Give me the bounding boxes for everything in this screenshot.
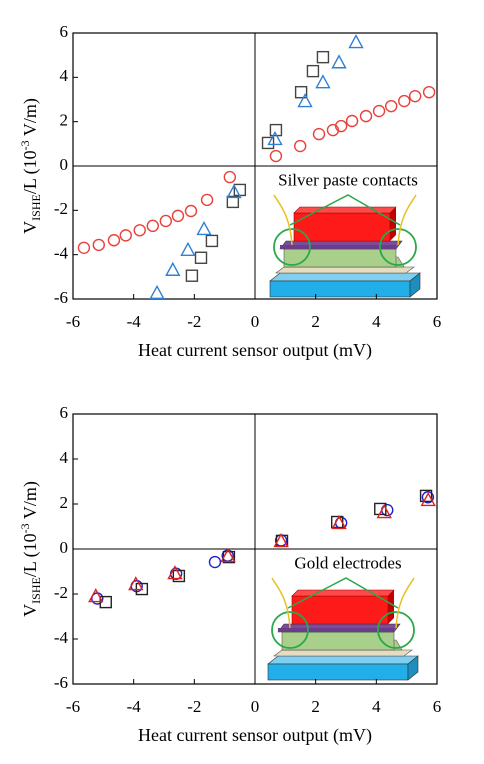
y-tick-label: -2 <box>54 199 68 218</box>
y-tick-label: 2 <box>60 493 69 512</box>
point <box>172 569 186 583</box>
point <box>194 251 208 264</box>
point <box>398 94 411 108</box>
point <box>306 64 320 78</box>
point <box>359 109 373 123</box>
point <box>146 219 159 233</box>
x-tick-label: 4 <box>372 697 381 716</box>
x-tick-label: 4 <box>372 312 381 331</box>
x-tick-label: -6 <box>66 697 80 716</box>
y-tick-label: 6 <box>60 403 69 422</box>
point <box>180 241 196 256</box>
point <box>334 119 348 133</box>
x-tick-label: 2 <box>311 697 320 716</box>
x-tick-label: -4 <box>127 312 142 331</box>
point <box>315 74 331 89</box>
x-tick-label: -6 <box>66 312 80 331</box>
x-tick-label: 6 <box>433 697 442 716</box>
y-tick-label: 6 <box>60 22 69 41</box>
point <box>167 565 183 580</box>
point <box>77 241 91 254</box>
point <box>422 85 436 99</box>
point <box>165 261 181 276</box>
y-axis-label-part: /L (10 <box>20 150 41 194</box>
point <box>88 588 104 603</box>
point <box>267 130 283 146</box>
point <box>294 85 308 99</box>
point <box>205 234 219 248</box>
point <box>226 183 242 199</box>
x-tick-label: 0 <box>251 697 260 716</box>
point <box>107 234 121 247</box>
y-axis-label-part: /L (10 <box>20 533 41 577</box>
point <box>297 93 313 108</box>
point <box>220 548 236 563</box>
point <box>92 238 105 252</box>
point <box>171 209 185 223</box>
point <box>293 139 307 153</box>
point <box>159 214 173 228</box>
point <box>348 34 364 49</box>
y-tick-label: 0 <box>60 155 69 174</box>
point <box>208 555 222 569</box>
y-axis-label-part: -3 <box>18 140 32 150</box>
y-axis-label-part: -3 <box>18 523 32 533</box>
point <box>196 220 212 236</box>
y-tick-label: 4 <box>60 448 69 467</box>
point <box>269 149 283 163</box>
y-axis-label: VISHE/L (10-3 V/m) <box>18 98 43 234</box>
annotation: Silver paste contacts <box>278 170 418 189</box>
y-axis-label-part: V <box>20 221 40 234</box>
y-axis-label-part: V/m) <box>20 98 41 140</box>
x-tick-label: 0 <box>251 312 260 331</box>
x-tick-label: -2 <box>187 697 201 716</box>
point <box>226 195 240 209</box>
sample-inset <box>269 194 421 298</box>
x-tick-label: -4 <box>127 697 142 716</box>
point <box>408 89 422 103</box>
y-tick-label: -2 <box>54 583 68 602</box>
y-tick-label: -4 <box>54 628 69 647</box>
point <box>331 54 347 69</box>
point <box>119 229 132 242</box>
point <box>223 170 237 184</box>
sample-inset <box>267 577 419 681</box>
point <box>149 284 165 299</box>
point <box>384 99 398 113</box>
y-tick-label: -4 <box>54 244 69 263</box>
x-axis-label: Heat current sensor output (mV) <box>138 725 372 746</box>
y-axis-label-part: ISHE <box>29 194 43 221</box>
point <box>421 491 435 504</box>
point <box>419 489 433 503</box>
y-tick-label: -6 <box>54 673 68 692</box>
y-axis-label: VISHE/L (10-3 V/m) <box>18 481 43 617</box>
point <box>331 514 347 530</box>
point <box>345 114 359 128</box>
point <box>128 576 144 591</box>
x-axis-label: Heat current sensor output (mV) <box>138 340 372 361</box>
point <box>200 193 214 207</box>
y-axis-label-part: ISHE <box>29 577 43 604</box>
point <box>184 204 198 218</box>
x-tick-label: 2 <box>311 312 320 331</box>
point <box>376 504 392 519</box>
point <box>372 104 386 118</box>
point <box>420 491 436 507</box>
point <box>133 224 146 237</box>
y-axis-label-part: V <box>20 604 40 617</box>
y-tick-label: -6 <box>54 288 68 307</box>
y-axis-label-part: V/m) <box>20 481 41 523</box>
point <box>185 269 199 282</box>
y-tick-label: 0 <box>60 538 69 557</box>
y-tick-label: 2 <box>60 111 69 130</box>
point <box>316 50 330 64</box>
x-tick-label: -2 <box>187 312 201 331</box>
annotation: Gold electrodes <box>294 554 401 573</box>
point <box>312 127 326 141</box>
point <box>273 532 289 548</box>
point <box>261 136 275 150</box>
y-tick-label: 4 <box>60 66 69 85</box>
x-tick-label: 6 <box>433 312 442 331</box>
